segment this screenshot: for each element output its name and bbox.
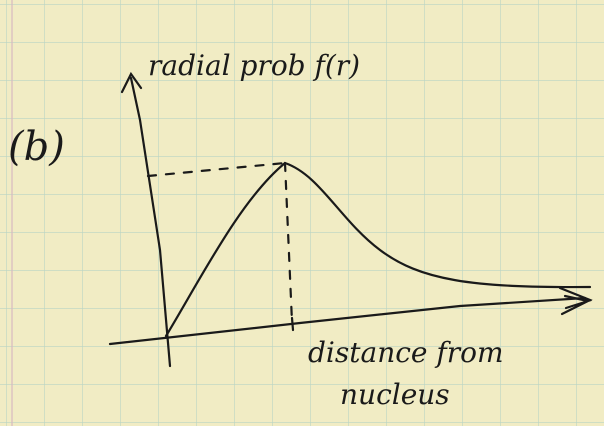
y-axis-label: radial prob f(r): [148, 49, 360, 82]
x-axis-label: distance from: [308, 336, 504, 369]
page: (b) radial prob f(r) distance from nucle…: [0, 0, 604, 426]
x-tick: [292, 318, 293, 330]
figure-label: (b): [8, 124, 65, 170]
x-axis-label: nucleus: [340, 378, 450, 411]
